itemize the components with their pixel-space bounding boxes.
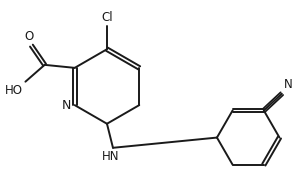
Text: HO: HO — [4, 84, 22, 97]
Text: O: O — [24, 30, 34, 43]
Text: N: N — [284, 78, 293, 91]
Text: N: N — [62, 99, 71, 112]
Text: HN: HN — [102, 150, 119, 163]
Text: Cl: Cl — [101, 11, 113, 24]
